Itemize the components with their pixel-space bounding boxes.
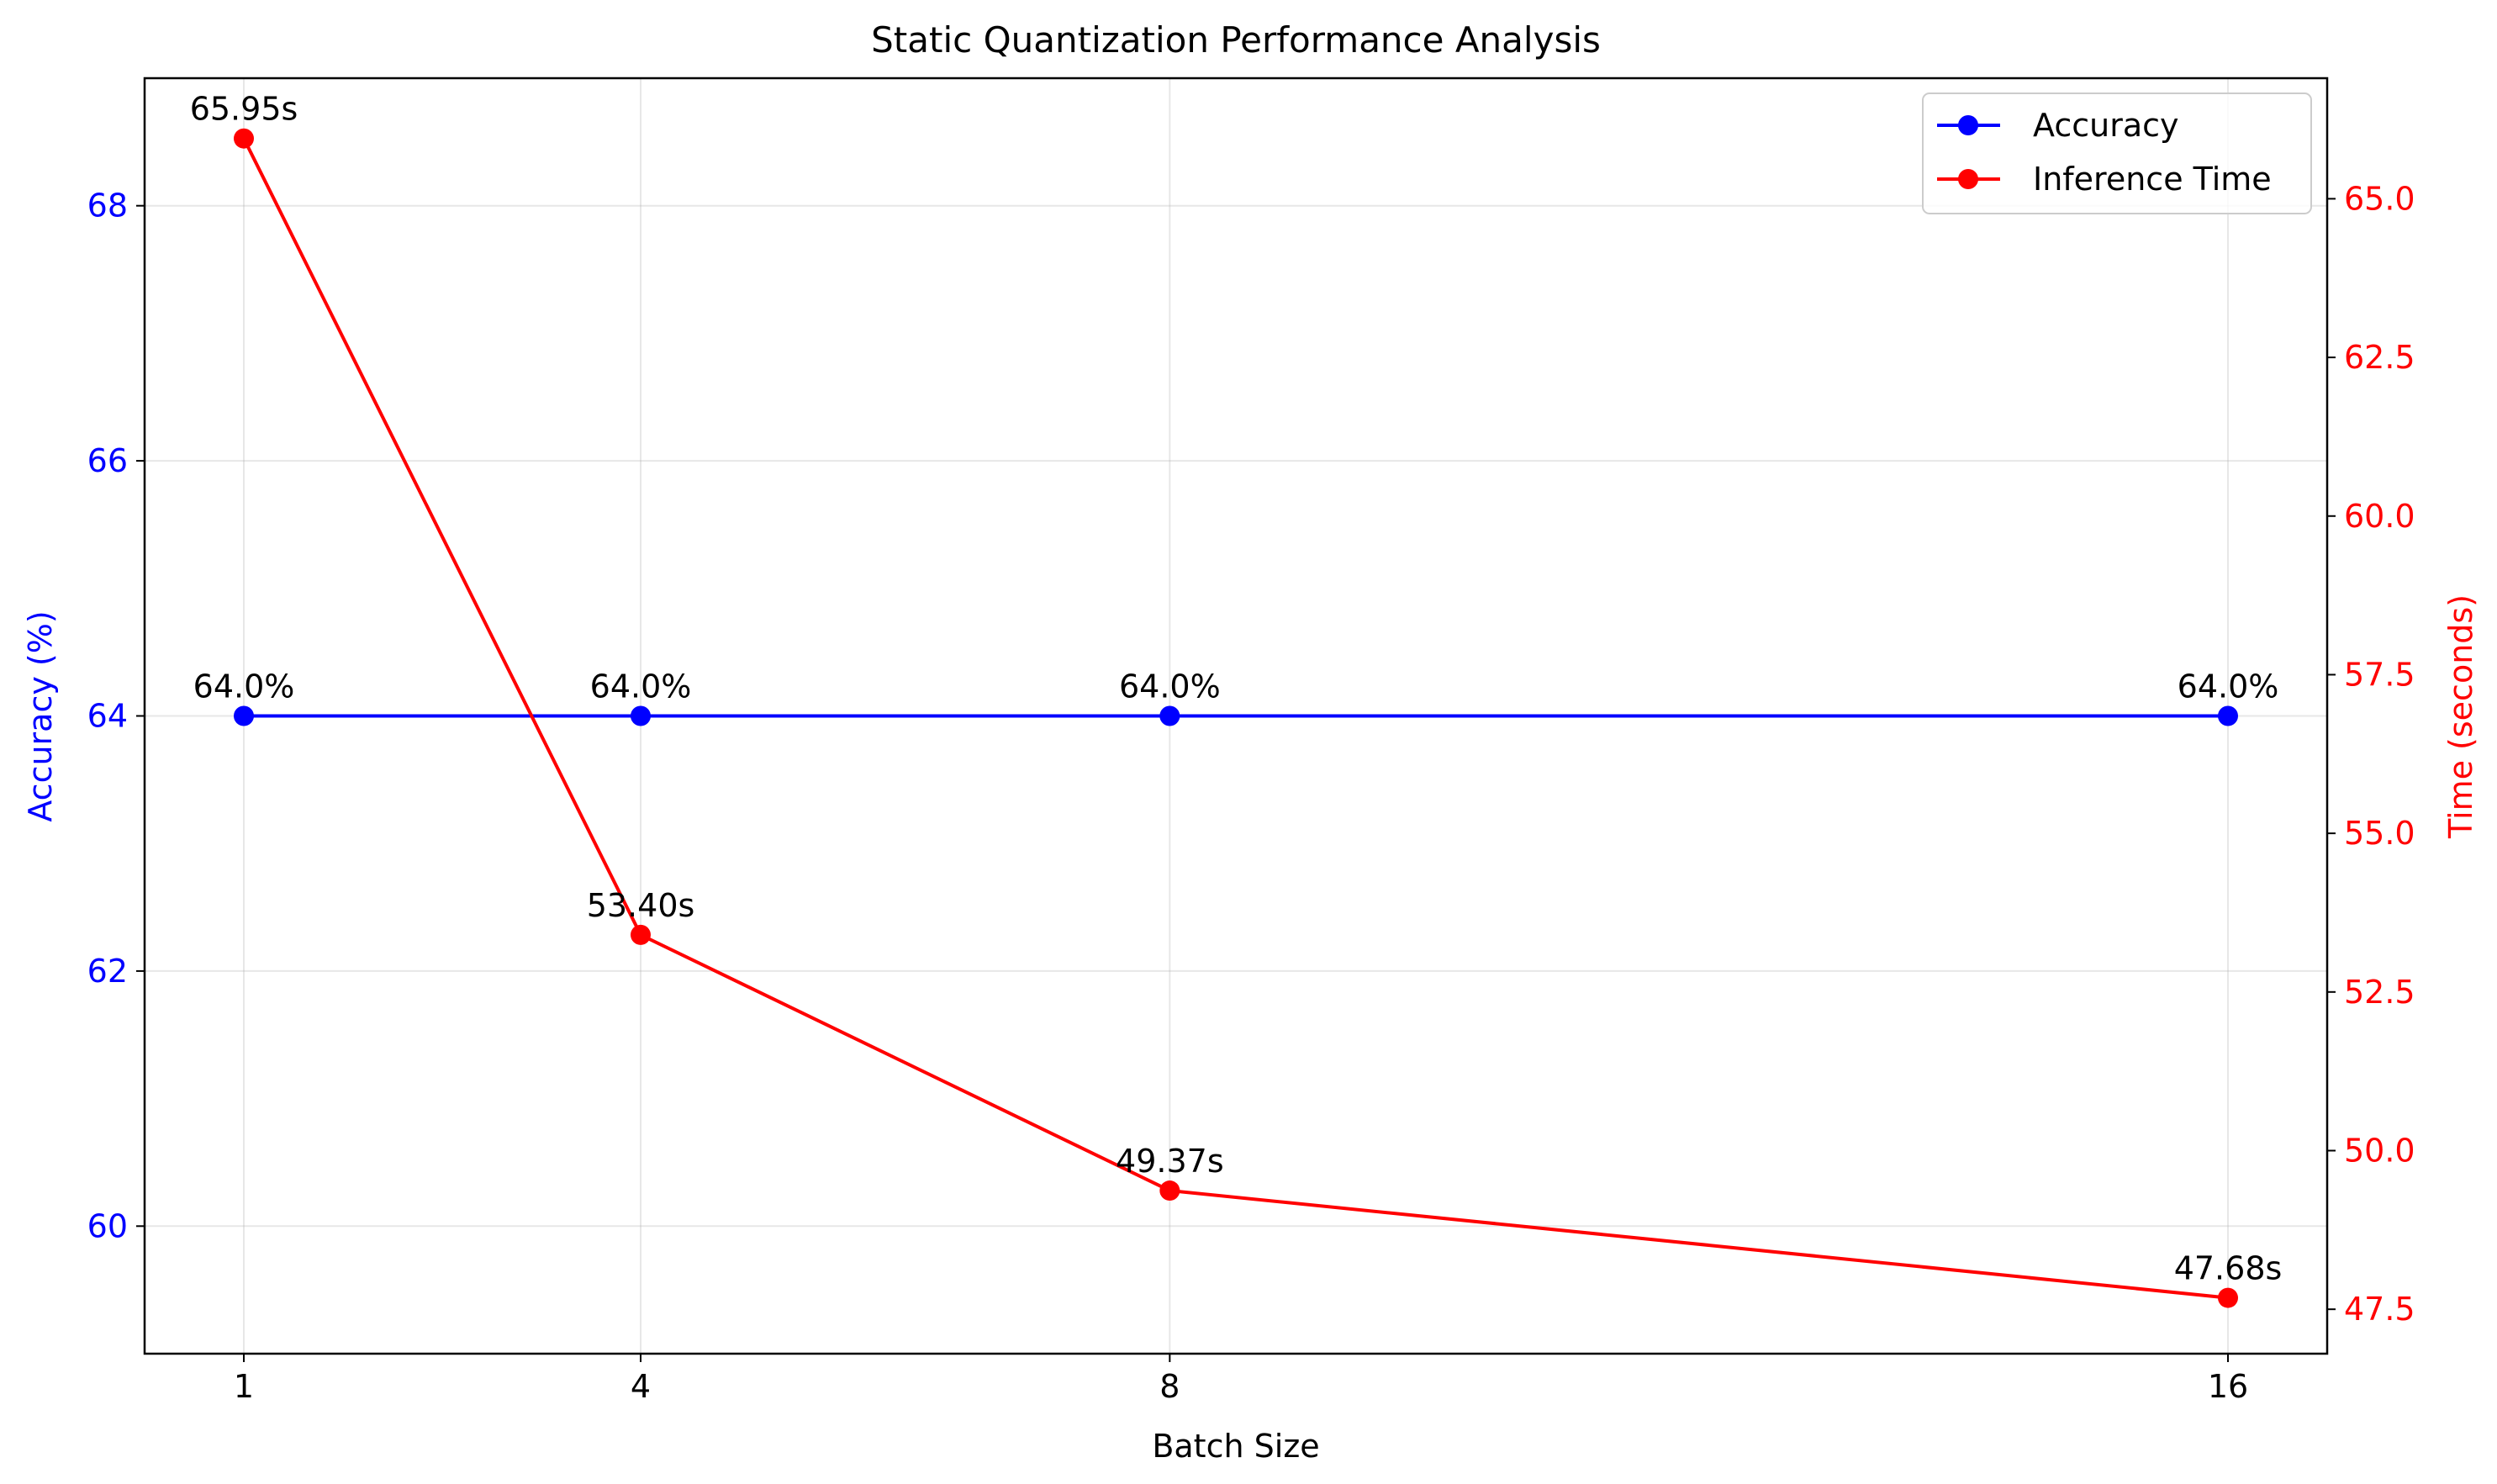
legend-time-label: Inference Time bbox=[2033, 161, 2272, 198]
series-layer bbox=[234, 128, 2238, 1308]
y-right-tick-label: 52.5 bbox=[2344, 974, 2415, 1011]
inference-time-point bbox=[631, 924, 651, 945]
accuracy-data-label: 64.0% bbox=[193, 668, 295, 705]
y-right-tick-label: 57.5 bbox=[2344, 656, 2415, 693]
y-left-tick-label: 60 bbox=[87, 1207, 128, 1244]
inference-time-point bbox=[234, 128, 254, 149]
y-left-tick-label: 66 bbox=[87, 442, 128, 479]
y-right-tick-label: 62.5 bbox=[2344, 339, 2415, 376]
accuracy-point bbox=[2218, 705, 2238, 726]
accuracy-data-label: 64.0% bbox=[1119, 668, 1221, 705]
y-right-tick-label: 65.0 bbox=[2344, 180, 2415, 217]
x-tick-label: 4 bbox=[631, 1368, 651, 1405]
accuracy-data-label: 64.0% bbox=[590, 668, 692, 705]
accuracy-point bbox=[631, 705, 651, 726]
axis-ticks: 1 4 8 16 60 62 64 66 68 47.5 50.0 52.5 55.0 57.5 60.0 6… bbox=[87, 180, 2415, 1405]
inference-time-line bbox=[242, 137, 2229, 1300]
accuracy-data-label: 64.0% bbox=[2178, 668, 2279, 705]
y-right-tick-label: 60.0 bbox=[2344, 498, 2415, 535]
y-right-tick-label: 55.0 bbox=[2344, 815, 2415, 852]
inference-time-data-label: 65.95s bbox=[190, 91, 298, 128]
legend-accuracy-marker bbox=[1958, 115, 1978, 135]
legend-box bbox=[1922, 92, 2312, 214]
inference-time-data-label: 53.40s bbox=[587, 887, 695, 924]
accuracy-point bbox=[234, 705, 254, 726]
y-left-tick-label: 68 bbox=[87, 187, 128, 224]
data-labels: 64.0% 64.0% 64.0% 64.0% 65.95s 53.40s 49.37s 47… bbox=[190, 91, 2283, 1287]
x-axis-label: Batch Size bbox=[1152, 1428, 1319, 1465]
inference-time-data-label: 47.68s bbox=[2174, 1250, 2283, 1287]
inference-time-point bbox=[1159, 1180, 1180, 1201]
y-axis-label-left: Accuracy (%) bbox=[22, 610, 59, 821]
inference-time-data-label: 49.37s bbox=[1116, 1143, 1224, 1180]
accuracy-point bbox=[1159, 705, 1180, 726]
y-right-tick-label: 47.5 bbox=[2344, 1291, 2415, 1328]
x-tick-label: 16 bbox=[2208, 1368, 2248, 1405]
x-tick-label: 8 bbox=[1159, 1368, 1180, 1405]
y-right-tick-label: 50.0 bbox=[2344, 1132, 2415, 1169]
legend-accuracy-label: Accuracy bbox=[2033, 107, 2179, 144]
y-axis-label-right: Time (seconds) bbox=[2442, 594, 2479, 839]
chart-title: Static Quantization Performance Analysis bbox=[871, 19, 1601, 61]
legend-time-marker bbox=[1958, 169, 1978, 189]
y-left-tick-label: 62 bbox=[87, 953, 128, 990]
x-tick-label: 1 bbox=[234, 1368, 254, 1405]
legend: Accuracy Inference Time bbox=[1922, 92, 2312, 214]
y-left-tick-label: 64 bbox=[87, 698, 128, 735]
inference-time-point bbox=[2218, 1287, 2238, 1308]
